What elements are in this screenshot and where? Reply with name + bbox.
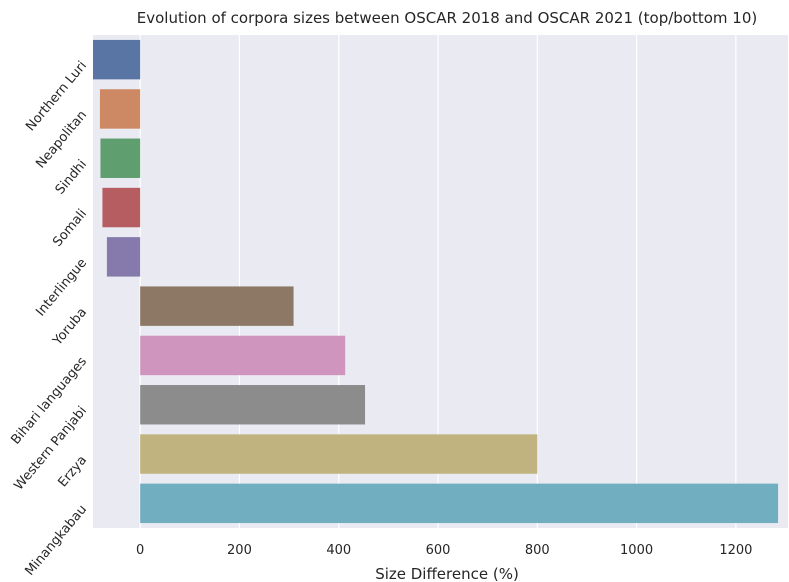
bar [140,385,366,425]
bar [140,483,779,524]
bar [140,286,294,326]
x-tick-label: 1200 [719,543,752,558]
y-tick-label: Yoruba [50,305,90,349]
x-tick-label: 800 [525,543,550,558]
y-tick-label: Sindhi [53,157,90,197]
bar [106,237,141,277]
x-tick-label: 400 [326,543,351,558]
bar [140,335,346,376]
x-axis-label: Size Difference (%) [375,565,519,582]
x-tick-labels: 0 200 400 600 800 1000 1200 [136,543,752,558]
bar [140,434,538,474]
gridlines [139,35,737,528]
bars [93,39,779,524]
x-tick-label: 0 [136,543,144,558]
chart-title: Evolution of corpora sizes between OSCAR… [137,9,757,27]
bar [100,138,141,178]
x-tick-label: 1000 [620,543,653,558]
y-tick-labels: Northern LuriNeapolitanSindhiSomaliInter… [8,59,90,579]
x-tick-label: 600 [426,543,451,558]
y-tick-label: Minangkabau [22,502,90,578]
y-tick-label: Somali [50,206,90,249]
y-tick-label: Bihari languages [8,354,90,447]
y-tick-label: Western Panjabi [11,404,90,494]
x-tick-label: 200 [227,543,252,558]
bar [93,39,141,80]
y-tick-label: Erzya [55,453,90,490]
bar [102,187,141,228]
bar [99,89,141,129]
